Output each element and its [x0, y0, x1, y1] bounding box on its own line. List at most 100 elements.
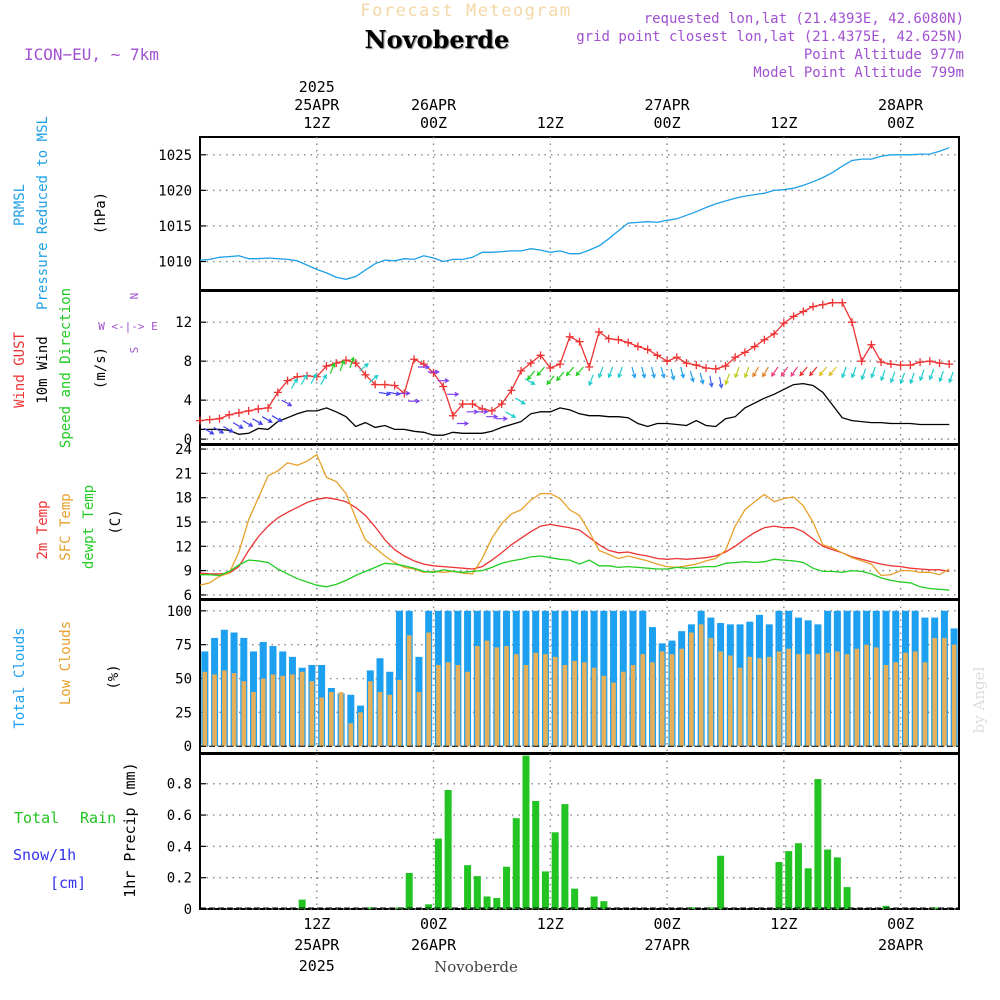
low-clouds-bar: [299, 671, 305, 747]
time-tick-label: 28APR: [878, 96, 924, 114]
wind-arrow: [680, 366, 686, 379]
gust-marker: [449, 411, 457, 420]
wind-arrow: [841, 366, 847, 379]
low-clouds-bar: [689, 632, 694, 747]
time-tick-label: 00Z: [420, 915, 447, 933]
low-clouds-bar: [241, 681, 247, 747]
wind-arrow: [870, 366, 876, 379]
low-clouds-bar: [776, 651, 782, 747]
gust-marker: [886, 360, 895, 369]
low-clouds-bar: [494, 647, 500, 747]
low-clouds-bar: [669, 654, 675, 747]
low-clouds-bar: [825, 652, 830, 747]
clouds-panel: 0 25 50 75 100: [167, 599, 960, 755]
rain-bar: [512, 818, 520, 909]
wind-arrow: [809, 366, 818, 377]
low-clouds-bar: [864, 644, 869, 747]
label-rain: Rain: [80, 809, 116, 827]
gust-marker: [624, 338, 633, 347]
low-clouds-bar: [757, 658, 762, 747]
rain-bar: [425, 904, 433, 909]
wind-arrow: [899, 372, 906, 385]
wind-arrow: [565, 366, 575, 377]
wind-ytick-label: 8: [184, 354, 192, 370]
gust-marker: [731, 353, 740, 362]
wind-arrow: [670, 368, 676, 381]
wind-arrow: [378, 391, 392, 397]
rain-bar: [298, 899, 306, 909]
wind-arrow: [818, 366, 828, 377]
time-tick-label: 12Z: [537, 915, 564, 933]
wind-arrow: [252, 418, 264, 425]
temperature-frame: [199, 444, 960, 600]
time-tick-label: 12Z: [770, 915, 797, 933]
temperature-ytick-label: 18: [175, 491, 192, 507]
wind-arrow: [536, 366, 545, 377]
gust-marker: [760, 335, 769, 344]
temperature-panel: 6 9 12 15 18 21 24: [175, 442, 960, 604]
wind-arrow: [948, 371, 954, 384]
gust-marker: [458, 400, 467, 409]
time-tick-label: 2025: [299, 957, 335, 975]
low-clouds-bar: [260, 678, 266, 747]
wind-arrow: [770, 366, 779, 378]
sfc-temp-line: [199, 453, 950, 586]
low-clouds-bar: [621, 671, 626, 747]
wind-arrow: [476, 409, 489, 415]
wind-arrow: [850, 366, 857, 379]
gust-marker: [799, 307, 808, 316]
wind-arrow: [388, 391, 401, 397]
rain-bar: [551, 832, 559, 909]
gust-marker: [410, 355, 419, 364]
bottom-time-axis: 12Z 25APR 2025 00Z 26APR 12Z 00Z 27APR 12Z 00Z 28A…: [294, 915, 924, 975]
low-clouds-bar: [309, 681, 315, 747]
gust-marker: [857, 357, 866, 366]
low-clouds-bar: [893, 662, 899, 747]
wind-arrow: [556, 371, 565, 382]
rain-bar: [785, 851, 793, 909]
low-clouds-bar: [737, 667, 743, 747]
time-tick-label: 00Z: [887, 114, 914, 132]
gust-marker: [750, 342, 759, 351]
wind-arrow: [889, 371, 896, 384]
low-clouds-bar: [358, 712, 363, 747]
time-tick-label: 2025: [299, 78, 335, 96]
precip-frame: [199, 753, 960, 910]
wind-arrow: [427, 369, 440, 375]
low-clouds-bar: [513, 654, 519, 747]
wind-arrow: [799, 366, 808, 377]
time-tick-label: 00Z: [887, 915, 914, 933]
gust-marker: [663, 357, 672, 366]
temperature-ytick-label: 9: [184, 564, 192, 580]
pressure-ytick-label: 1025: [158, 148, 192, 164]
temperature-ytick-label: 12: [175, 539, 192, 555]
time-tick-label: 12Z: [537, 114, 564, 132]
low-clouds-bar: [874, 647, 879, 747]
low-clouds-bar: [368, 681, 373, 747]
rain-bar: [794, 843, 802, 909]
wind-arrow: [261, 416, 273, 423]
wind-arrow: [242, 420, 254, 427]
requested-coords: requested lon,lat (21.4393E, 42.6080N): [644, 11, 964, 27]
rain-bar: [814, 779, 822, 909]
time-tick-label: 25APR: [294, 936, 340, 954]
time-tick-label: 12Z: [303, 114, 330, 132]
rain-bar: [503, 866, 511, 909]
wind-arrow: [456, 421, 470, 427]
time-tick-label: 28APR: [878, 936, 924, 954]
compass-we: W <-|-> E: [98, 320, 158, 333]
wind-arrow: [631, 366, 637, 379]
rain-bar: [707, 907, 715, 909]
compass-n: N: [128, 293, 141, 300]
precip-ytick-label: 0: [184, 902, 192, 918]
label-10m-wind: 10m Wind: [35, 336, 51, 403]
wind-arrow: [408, 398, 421, 404]
gridpoint-coords: grid point closest lon,lat (21.4375E, 42…: [576, 29, 964, 45]
rain-bar: [434, 838, 442, 909]
rain-bar: [522, 755, 530, 909]
low-clouds-bar: [426, 632, 431, 747]
time-tick-label: 00Z: [654, 114, 681, 132]
wind-arrow: [418, 364, 431, 370]
time-tick-label: 27APR: [644, 96, 690, 114]
